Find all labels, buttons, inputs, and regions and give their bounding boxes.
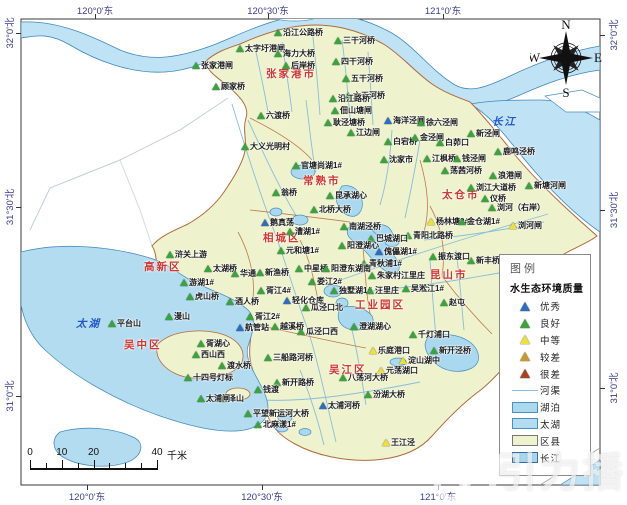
scale-bar: 0 10 20 40 千米 bbox=[24, 447, 224, 479]
legend-item-label: 长江 bbox=[540, 453, 562, 465]
legend-row: 优秀 bbox=[510, 298, 590, 315]
legend-quality-icon bbox=[510, 318, 540, 328]
legend-quality-icon bbox=[510, 335, 540, 345]
legend-row: 河渠 bbox=[510, 382, 590, 399]
quality-triangle-icon bbox=[519, 301, 530, 311]
legend-area-icon bbox=[510, 401, 540, 413]
quality-triangle-icon bbox=[519, 335, 530, 345]
legend-item-label: 中等 bbox=[540, 335, 562, 347]
scale-bar-tick bbox=[30, 460, 31, 470]
area-swatch-icon bbox=[512, 452, 538, 464]
compass-s: S bbox=[562, 85, 569, 100]
legend-area-icon bbox=[510, 418, 540, 430]
legend-title: 图例 bbox=[510, 263, 538, 275]
legend-row: 太湖 bbox=[510, 416, 590, 433]
quality-triangle-icon bbox=[519, 369, 530, 379]
legend-quality-icon bbox=[510, 369, 540, 379]
legend-box: 图例 水生态环境质量 优秀良好中等较差很差河渠湖泊太湖区县长江 bbox=[499, 254, 591, 476]
quality-triangle-icon bbox=[519, 352, 530, 362]
area-swatch-icon bbox=[512, 401, 538, 413]
scale-bar-tick bbox=[109, 463, 111, 470]
legend-row: 很差 bbox=[510, 365, 590, 382]
legend-area-icon bbox=[510, 452, 540, 464]
legend-item-label: 优秀 bbox=[540, 302, 562, 314]
scale-bar-label: 40 bbox=[151, 447, 163, 458]
legend-item-label: 很差 bbox=[540, 369, 562, 381]
scale-bar-label: 0 bbox=[27, 447, 33, 458]
legend-row: 长江 bbox=[510, 449, 590, 466]
legend-row: 中等 bbox=[510, 332, 590, 349]
river-line-icon bbox=[512, 389, 538, 391]
scale-bar-tick bbox=[125, 463, 127, 470]
scale-bar-tick bbox=[93, 460, 95, 470]
legend-row: 良好 bbox=[510, 315, 590, 332]
scale-bar-label: 10 bbox=[56, 447, 68, 458]
legend-row: 较差 bbox=[510, 348, 590, 365]
legend-quality-icon bbox=[510, 352, 540, 362]
quality-triangle-icon bbox=[519, 318, 530, 328]
legend-item-label: 区县 bbox=[540, 436, 562, 448]
taihu-lake bbox=[21, 245, 269, 432]
scale-bar-tick bbox=[77, 463, 79, 470]
scale-bar-tick bbox=[157, 460, 158, 470]
legend-item-label: 河渠 bbox=[540, 386, 562, 398]
legend-line-icon bbox=[510, 389, 540, 391]
scale-bar-unit: 千米 bbox=[167, 451, 187, 462]
compass-rose: N E S W bbox=[530, 17, 602, 100]
legend-subtitle: 水生态环境质量 bbox=[510, 284, 584, 295]
legend-item-label: 太湖 bbox=[540, 419, 562, 431]
compass-e: E bbox=[594, 50, 602, 65]
legend-area-icon bbox=[510, 435, 540, 447]
compass-w: W bbox=[530, 50, 541, 65]
area-swatch-icon bbox=[512, 435, 538, 447]
legend-row: 区县 bbox=[510, 432, 590, 449]
scale-bar-tick bbox=[61, 460, 63, 470]
scale-bar-tick bbox=[141, 463, 143, 470]
scale-bar-tick bbox=[45, 463, 47, 470]
legend-row: 湖泊 bbox=[510, 399, 590, 416]
legend-item-label: 湖泊 bbox=[540, 403, 562, 415]
legend-item-label: 较差 bbox=[540, 352, 562, 364]
yangtze-river bbox=[21, 19, 600, 106]
scale-bar-label: 20 bbox=[87, 447, 100, 458]
legend-quality-icon bbox=[510, 301, 540, 311]
legend-items: 优秀良好中等较差很差河渠湖泊太湖区县长江 bbox=[510, 298, 590, 466]
legend-item-label: 良好 bbox=[540, 319, 562, 331]
area-swatch-icon bbox=[512, 418, 538, 430]
compass-n: N bbox=[561, 17, 571, 32]
